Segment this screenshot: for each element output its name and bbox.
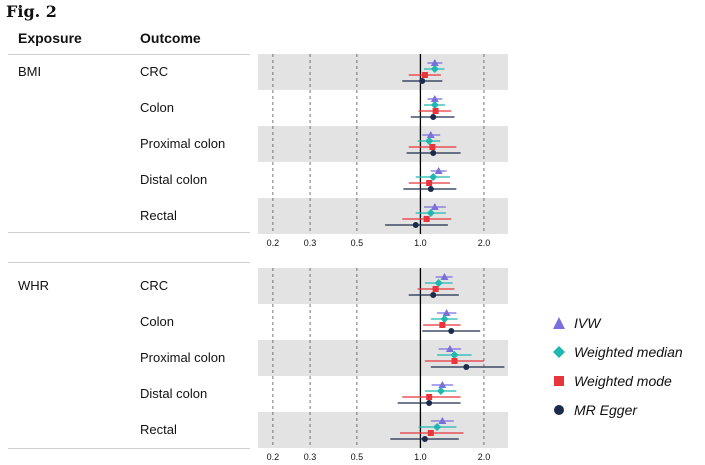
x-tick-label: 0.3: [304, 452, 317, 462]
x-tick-label: 1.0: [414, 452, 427, 462]
x-tick-label: 0.5: [351, 238, 364, 248]
outcome-label: Rectal: [140, 208, 177, 223]
panel-separator: [8, 262, 250, 263]
row-band: [258, 412, 508, 448]
x-tick-label: 0.5: [351, 452, 364, 462]
outcome-label: Distal colon: [140, 386, 208, 401]
point-ivw: [442, 309, 451, 316]
square-icon: [554, 375, 564, 386]
x-tick-label: 0.2: [267, 452, 280, 462]
point-ivw: [438, 381, 447, 388]
diamond-icon: [553, 345, 565, 358]
point-weighted-median: [450, 351, 459, 359]
legend-label: Weighted median: [574, 343, 683, 360]
point-weighted-mode: [432, 108, 439, 114]
x-tick-label: 2.0: [478, 238, 491, 248]
row-band: [258, 198, 508, 234]
point-mr-egger: [412, 222, 419, 228]
point-weighted-median: [433, 423, 442, 431]
point-weighted-median: [430, 101, 439, 109]
point-weighted-median: [429, 173, 438, 181]
point-weighted-median: [430, 65, 439, 73]
legend-label: IVW: [574, 314, 601, 331]
figure-title: Fig. 2: [6, 2, 57, 21]
point-weighted-mode: [451, 358, 458, 364]
exposure-label: WHR: [18, 278, 50, 293]
header-separator: [8, 54, 250, 55]
point-weighted-median: [434, 279, 443, 287]
outcome-label: Colon: [140, 314, 174, 329]
outcome-header: Outcome: [140, 30, 201, 46]
legend-item-mr-egger: MR Egger: [552, 395, 683, 424]
circle-icon: [554, 404, 564, 415]
outcome-label: Proximal colon: [140, 136, 226, 151]
point-mr-egger: [426, 400, 433, 406]
point-mr-egger: [421, 436, 428, 442]
outcome-label: CRC: [140, 64, 169, 79]
point-weighted-median: [425, 137, 434, 145]
row-band: [258, 126, 508, 162]
x-tick-label: 0.2: [267, 238, 280, 248]
point-ivw: [430, 203, 439, 210]
x-tick-label: 1.0: [414, 238, 427, 248]
row-band: [258, 268, 508, 304]
point-weighted-mode: [426, 180, 433, 186]
legend-label: MR Egger: [574, 401, 638, 418]
outcome-label: Proximal colon: [140, 350, 226, 365]
point-weighted-median: [426, 209, 435, 217]
bottom-separator: [8, 448, 250, 449]
legend-item-weighted-mode: Weighted mode: [552, 366, 683, 395]
point-mr-egger: [430, 114, 437, 120]
point-weighted-mode: [426, 394, 433, 400]
point-mr-egger: [448, 328, 455, 334]
point-mr-egger: [463, 364, 470, 370]
outcome-label: Colon: [140, 100, 174, 115]
point-ivw: [430, 95, 439, 102]
x-tick-label: 2.0: [478, 452, 491, 462]
point-ivw: [430, 59, 439, 66]
point-ivw: [440, 273, 449, 280]
outcome-label: CRC: [140, 278, 169, 293]
legend: IVW Weighted median Weighted mode MR Egg…: [552, 308, 683, 424]
outcome-label: Distal colon: [140, 172, 208, 187]
legend-item-weighted-median: Weighted median: [552, 337, 683, 366]
point-weighted-mode: [423, 216, 430, 222]
point-mr-egger: [419, 78, 426, 84]
point-mr-egger: [427, 186, 434, 192]
legend-label: Weighted mode: [574, 372, 672, 389]
point-weighted-median: [436, 387, 445, 395]
point-ivw: [438, 417, 447, 424]
point-weighted-mode: [432, 286, 439, 292]
point-mr-egger: [430, 292, 437, 298]
point-ivw: [434, 167, 443, 174]
exposure-header: Exposure: [18, 30, 82, 46]
point-weighted-mode: [421, 72, 428, 78]
row-band: [258, 340, 508, 376]
point-mr-egger: [430, 150, 437, 156]
point-ivw: [445, 345, 454, 352]
point-weighted-median: [440, 315, 449, 323]
point-weighted-mode: [427, 430, 434, 436]
point-ivw: [426, 131, 435, 138]
point-weighted-mode: [439, 322, 446, 328]
point-weighted-mode: [429, 144, 436, 150]
outcome-label: Rectal: [140, 422, 177, 437]
x-tick-label: 0.3: [304, 238, 317, 248]
legend-item-ivw: IVW: [552, 308, 683, 337]
panel-separator: [8, 232, 250, 233]
triangle-icon: [553, 316, 565, 329]
row-band: [258, 54, 508, 90]
exposure-label: BMI: [18, 64, 42, 79]
